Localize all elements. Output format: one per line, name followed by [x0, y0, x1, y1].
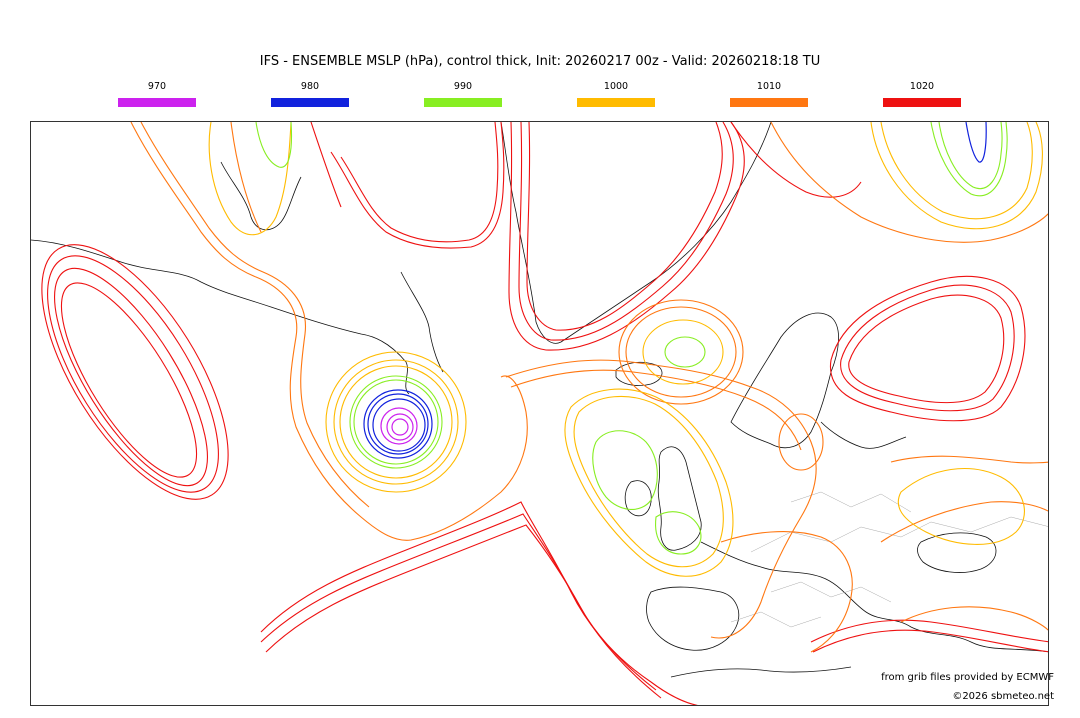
legend-label: 990 [453, 81, 473, 92]
isobar-980-north-low [965, 122, 987, 163]
greenland-coast [500, 122, 772, 344]
legend-swatch [118, 98, 196, 107]
isobar-1000-uk-low [564, 388, 734, 577]
iceland-coast [615, 361, 663, 386]
iberia-coast [646, 586, 740, 651]
isobars-1000 [208, 122, 1043, 577]
legend-item-980: 980 [271, 80, 349, 107]
isobar-1020-labrador [310, 122, 342, 208]
north-africa-coast [670, 666, 852, 678]
isobar-1020-greenland [508, 122, 745, 351]
black-sea-coast [917, 532, 997, 573]
isobar-1010-west-band [130, 122, 528, 541]
isobar-980-atlantic-low [363, 389, 433, 459]
europe-coast [700, 541, 1048, 653]
map-canvas [31, 122, 1048, 705]
isobar-990-hudson [255, 122, 293, 168]
isobar-990-iceland-low [664, 336, 706, 368]
isobars-1010 [130, 122, 1048, 653]
legend-swatch [577, 98, 655, 107]
isobar-970-atlantic-low [380, 407, 418, 445]
isobar-990-atlantic-low [349, 375, 443, 469]
isobar-1000-black-sea [897, 468, 1025, 545]
hudson-bay-area [220, 161, 302, 231]
isobar-1020-high-west [54, 267, 208, 487]
legend-item-1010: 1010 [730, 80, 808, 107]
isobar-1020-med [810, 619, 1048, 643]
ireland-coast [624, 480, 652, 517]
isobar-1010-east-band [505, 359, 817, 639]
isobar-1010-baltic-low [778, 413, 824, 471]
isobar-1000-hudson [208, 122, 292, 236]
legend-swatch [424, 98, 502, 107]
isobars-1020 [41, 122, 1048, 705]
legend-swatch [883, 98, 961, 107]
baltic-coast [820, 421, 907, 449]
isobars-970 [380, 407, 418, 445]
legend-item-970: 970 [118, 80, 196, 107]
isobar-1000-atlantic-low [333, 359, 459, 485]
legend-item-1020: 1020 [883, 80, 961, 107]
legend-label: 1010 [756, 81, 782, 92]
isobar-1000-north-low [870, 122, 1043, 230]
labrador-coast [400, 271, 444, 373]
north-america-coast [31, 239, 410, 395]
pressure-map [30, 121, 1049, 706]
legend-label: 980 [300, 81, 320, 92]
uk-coast [657, 446, 702, 551]
isobar-1010-north [770, 122, 1048, 243]
legend-item-1000: 1000 [577, 80, 655, 107]
isobar-1020-high-east [829, 275, 1026, 422]
isobars-990 [255, 122, 1008, 555]
legend-label: 1020 [909, 81, 935, 92]
isobar-1020-arctic-canada [330, 122, 505, 249]
map-title: IFS - ENSEMBLE MSLP (hPa), control thick… [259, 54, 821, 69]
legend-label: 970 [147, 81, 167, 92]
isobar-990-uk-low [592, 430, 658, 510]
isobar-1000-iceland-low [642, 319, 724, 385]
isobar-1010-east [890, 455, 1048, 464]
isobar-1010-iceland-low [625, 306, 737, 398]
data-source-credit: from grib files provided by ECMWF [881, 672, 1054, 683]
legend-swatch [730, 98, 808, 107]
isobar-990-north-low [930, 122, 1008, 197]
isobars-980 [363, 122, 987, 459]
isobar-1020-atlantic [260, 501, 698, 705]
legend-swatch [271, 98, 349, 107]
copyright-credit: ©2026 sbmeteo.net [952, 691, 1054, 702]
isobar-1010-europe-south [720, 531, 853, 653]
legend-label: 1000 [603, 81, 629, 92]
coastlines [31, 122, 1048, 678]
scandinavia-coast [730, 312, 839, 449]
legend-item-990: 990 [424, 80, 502, 107]
